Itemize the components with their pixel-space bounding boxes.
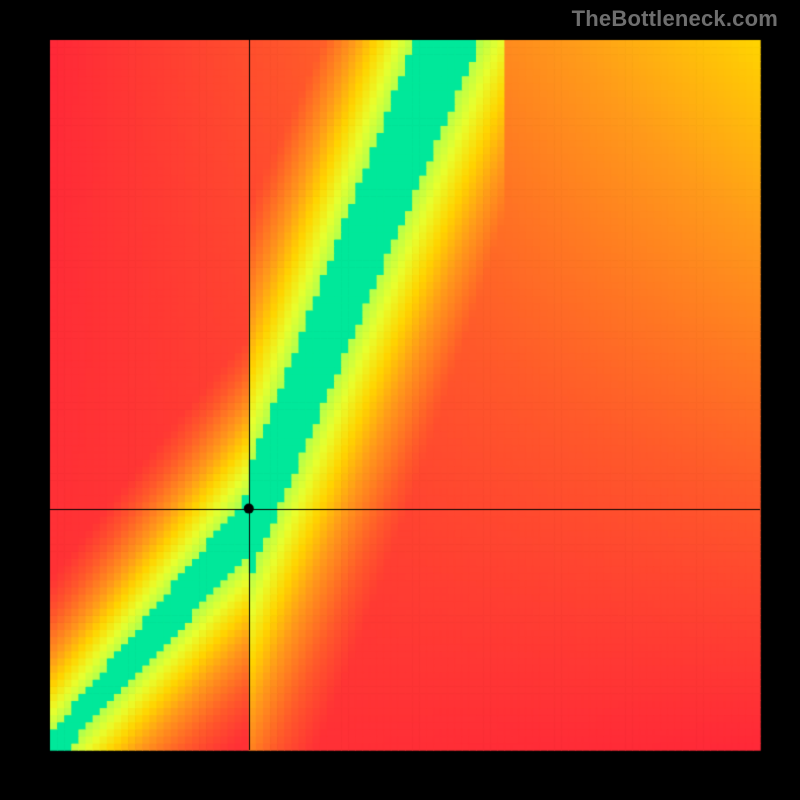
heatmap-canvas (0, 0, 800, 800)
chart-frame: TheBottleneck.com (0, 0, 800, 800)
branding-text: TheBottleneck.com (572, 6, 778, 32)
